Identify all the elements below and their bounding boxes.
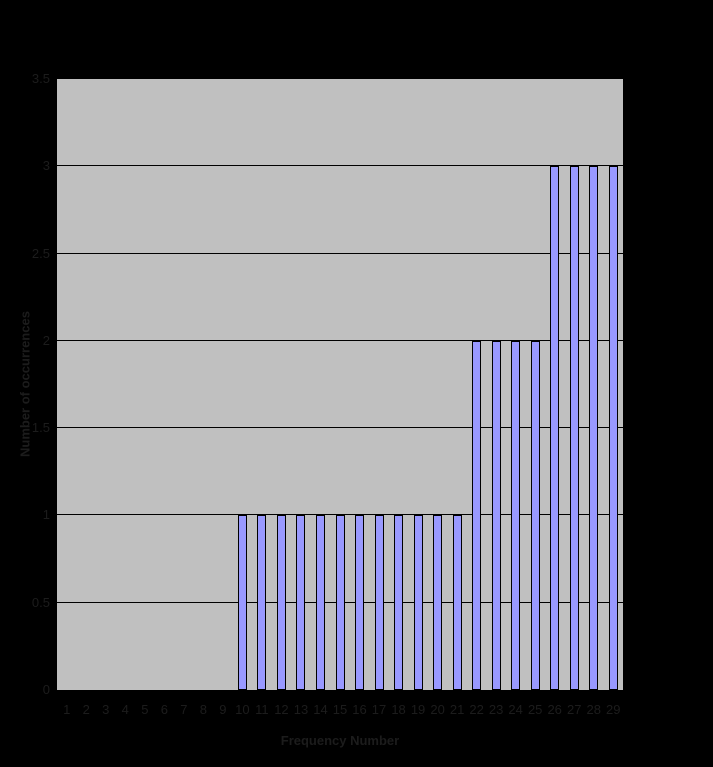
bar: [569, 166, 579, 690]
x-tick-label: 25: [527, 702, 543, 717]
bar: [335, 515, 345, 690]
gridline: [57, 339, 623, 341]
bar: [276, 515, 286, 690]
y-tick-label: 3: [42, 158, 50, 174]
bar: [550, 166, 560, 690]
y-tick-label: 0: [42, 682, 50, 697]
x-tick-label: 13: [293, 702, 309, 717]
bar: [472, 340, 482, 690]
x-tick-label: 3: [102, 702, 110, 717]
bar: [433, 515, 443, 690]
x-tick-label: 10: [235, 702, 250, 717]
x-tick-label: 27: [566, 702, 582, 717]
plot-area: [56, 78, 624, 691]
bar: [491, 340, 501, 690]
x-tick-label: 4: [121, 702, 129, 717]
bar: [237, 515, 247, 690]
y-tick-label: 3.5: [31, 71, 50, 86]
x-tick-label: 24: [508, 702, 523, 717]
gridline: [57, 252, 623, 254]
bar: [452, 515, 462, 690]
x-tick-label: 21: [449, 702, 465, 717]
bar: [530, 340, 540, 690]
x-tick-label: 18: [391, 702, 406, 717]
bar: [394, 515, 404, 690]
x-tick-label: 20: [430, 702, 445, 717]
bar: [511, 340, 521, 690]
x-tick-label: 23: [488, 702, 504, 717]
x-tick-label: 7: [180, 702, 188, 717]
gridline: [57, 165, 623, 167]
x-tick-label: 14: [313, 702, 328, 717]
y-tick-label: 2.5: [31, 245, 50, 261]
bar: [413, 515, 423, 690]
bar: [589, 166, 599, 690]
bar: [608, 166, 618, 690]
x-tick-label: 1: [63, 702, 71, 717]
x-tick-label: 8: [199, 702, 207, 717]
bar: [374, 515, 384, 690]
x-tick-label: 15: [332, 702, 348, 717]
x-tick-label: 9: [219, 702, 227, 717]
y-tick-label: 1: [42, 507, 50, 523]
gridline: [57, 427, 623, 429]
x-tick-label: 19: [410, 702, 426, 717]
x-tick-label: 11: [255, 702, 269, 717]
x-tick-label: 2: [82, 702, 90, 717]
x-tick-label: 12: [274, 702, 289, 717]
gridline: [57, 514, 623, 516]
x-tick-label: 6: [160, 702, 168, 717]
x-tick-label: 16: [352, 702, 367, 717]
y-tick-label: 1.5: [31, 420, 50, 436]
bar: [315, 515, 325, 690]
x-tick-label: 22: [469, 702, 484, 717]
bar: [355, 515, 365, 690]
x-tick-label: 17: [371, 702, 387, 717]
x-tick-label: 28: [586, 702, 601, 717]
bar: [257, 515, 267, 690]
x-tick-label: 29: [606, 702, 621, 717]
bar: [296, 515, 306, 690]
x-axis-title: Frequency Number: [280, 733, 400, 748]
y-tick-label: 0.5: [31, 594, 50, 610]
x-tick-label: 5: [141, 702, 149, 717]
x-tick-label: 26: [547, 702, 562, 717]
y-tick-label: 2: [42, 332, 50, 348]
